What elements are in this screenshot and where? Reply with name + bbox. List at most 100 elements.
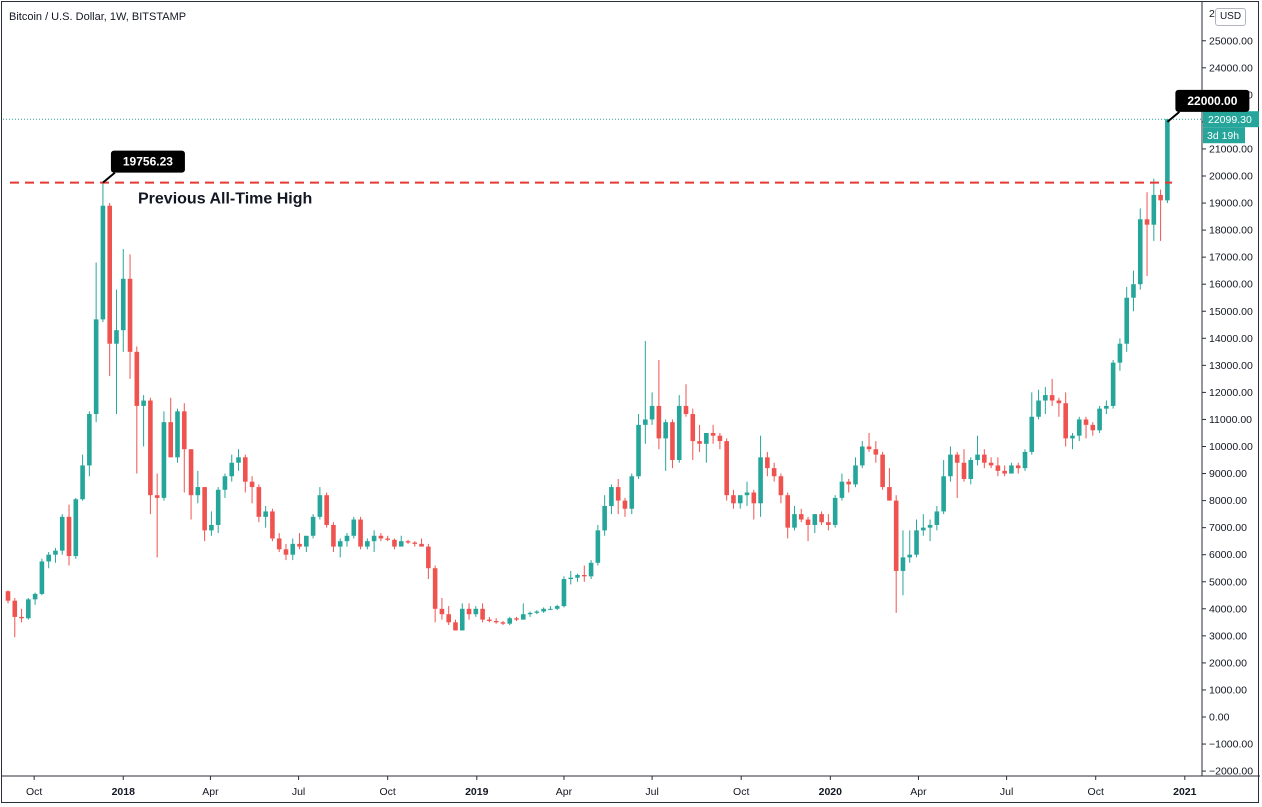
candle-body-up <box>663 422 668 439</box>
candle-body-up <box>1110 362 1116 406</box>
candle-body-down <box>1056 400 1062 404</box>
candle-body-up <box>73 499 79 557</box>
candle-body-down <box>358 519 363 547</box>
candle-body-up <box>629 476 635 509</box>
candle-body-down <box>1144 219 1150 225</box>
currency-button[interactable]: USD <box>1215 8 1246 26</box>
candle-body-down <box>697 441 702 444</box>
candle-body-down <box>893 500 899 571</box>
candle-body-up <box>534 611 540 613</box>
candle-body-up <box>1131 284 1136 298</box>
y-tick-label: 11000.00 <box>1209 414 1252 426</box>
y-tick-label: 0.00 <box>1209 712 1230 724</box>
chart-title: Bitcoin / U.S. Dollar, 1W, BITSTAMP <box>9 11 187 23</box>
candle-body-down <box>19 616 24 619</box>
y-tick-label: 19000.00 <box>1209 198 1253 210</box>
candle-body-down <box>168 422 174 458</box>
candle-body-up <box>1097 408 1102 431</box>
candle-body-up <box>1043 395 1048 401</box>
y-tick-label-partial: 26 <box>1209 8 1221 20</box>
callout-box <box>110 150 185 173</box>
candle-body-up <box>344 535 350 542</box>
candle-body-down <box>249 481 255 488</box>
candle-body-down <box>710 432 716 436</box>
candle-body-down <box>615 487 621 501</box>
candle-body-down <box>446 614 451 623</box>
candle-body-up <box>568 577 574 580</box>
candle-body-up <box>304 535 309 547</box>
candle-body-down <box>1158 194 1163 201</box>
candle-body-down <box>982 454 987 463</box>
candle-body-up <box>832 497 838 525</box>
candle-body-up <box>1124 297 1129 344</box>
candle-body-up <box>93 319 99 415</box>
candle-body-up <box>39 561 45 594</box>
candle-body-down <box>961 462 967 479</box>
candle-body-down <box>412 542 418 544</box>
candle-body-up <box>53 550 58 555</box>
y-tick-label: 20000.00 <box>1209 171 1253 183</box>
candle-body-up <box>907 554 913 558</box>
candle-body-down <box>582 574 587 577</box>
candle-body-up <box>758 457 763 504</box>
y-tick-label: 12000.00 <box>1209 387 1253 399</box>
y-tick-label: 5000.00 <box>1209 576 1247 588</box>
candle-body-up <box>209 524 214 531</box>
candle-body-up <box>1029 416 1035 452</box>
candle-body-up <box>229 462 235 477</box>
x-tick-label: Apr <box>202 786 219 798</box>
candle-body-down <box>731 495 736 504</box>
y-tick-label: 14000.00 <box>1209 333 1253 345</box>
candle-body-up <box>87 414 92 466</box>
candle-body-up <box>263 511 268 517</box>
candle-body-up <box>46 554 51 562</box>
candle-body-up <box>236 457 241 463</box>
candle-body-down <box>1090 424 1096 431</box>
candle-body-down <box>127 278 133 352</box>
candle-body-up <box>968 460 974 479</box>
candle-body-down <box>439 608 445 615</box>
y-tick-label: 25000.00 <box>1209 35 1253 47</box>
candle-body-down <box>12 600 18 617</box>
y-tick-label: 13000.00 <box>1209 360 1253 372</box>
candle-body-up <box>934 511 940 525</box>
y-tick-label: −2000.00 <box>1209 766 1253 778</box>
candle-body-down <box>331 524 336 547</box>
ath-annotation-label: Previous All-Time High <box>138 191 312 208</box>
candle-body-up <box>1104 405 1109 409</box>
candle-body-down <box>826 522 831 525</box>
countdown-label: 3d 19h <box>1207 130 1239 142</box>
candle-body-up <box>365 541 370 547</box>
y-tick-label: 6000.00 <box>1209 549 1247 561</box>
candle-body-up <box>839 481 845 498</box>
candle-body-up <box>351 519 357 536</box>
candle-body-up <box>643 419 648 425</box>
y-tick-label: 10000.00 <box>1209 441 1253 453</box>
y-tick-label: 18000.00 <box>1209 225 1253 237</box>
y-tick-label: 3000.00 <box>1209 630 1247 642</box>
x-tick-label: Oct <box>1088 786 1104 798</box>
candle-body-up <box>588 562 594 577</box>
candle-body-down <box>480 608 485 620</box>
candle-body-down <box>453 622 458 631</box>
candle-body-down <box>500 622 506 624</box>
candle-body-up <box>1076 419 1082 436</box>
candle-body-up <box>1165 119 1170 201</box>
y-tick-label: 7000.00 <box>1209 522 1247 534</box>
candle-body-up <box>1022 451 1028 469</box>
candle-body-up <box>473 608 479 615</box>
candle-body-up <box>26 599 31 619</box>
candle-body-up <box>744 492 750 496</box>
y-tick-label: 17000.00 <box>1209 252 1253 264</box>
y-tick-label: 1000.00 <box>1209 684 1247 696</box>
y-tick-label: 2000.00 <box>1209 657 1247 669</box>
candle-body-up <box>222 476 228 490</box>
candle-body-down <box>378 535 384 539</box>
candle-body-down <box>819 514 824 523</box>
candle-body-down <box>188 449 194 496</box>
candle-body-down <box>995 465 1001 471</box>
x-tick-label: Oct <box>733 786 749 798</box>
x-tick-label: Jul <box>645 786 658 798</box>
candle-body-up <box>609 487 614 507</box>
